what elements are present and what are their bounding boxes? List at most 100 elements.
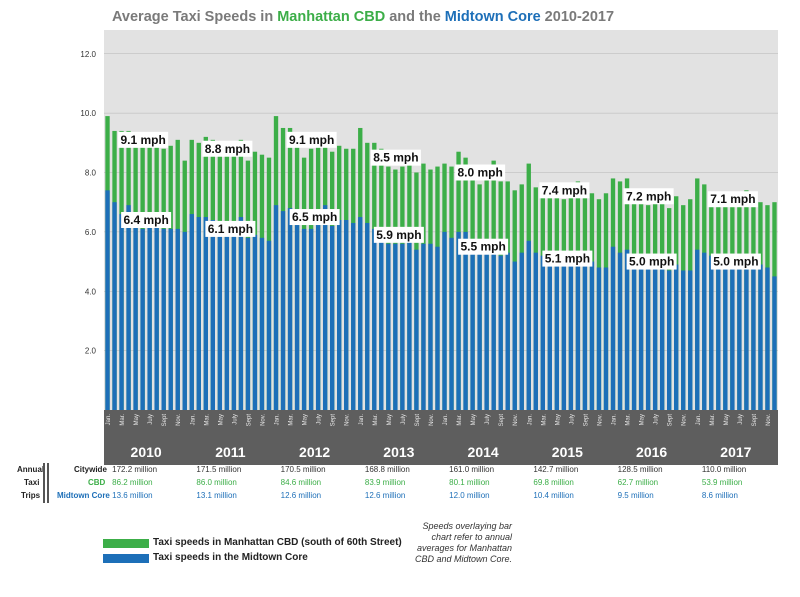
trips-cbd-value: 69.8 million [533,478,574,487]
midtown-core-speed-bar [351,222,356,410]
trips-cbd-value: 86.2 million [112,478,153,487]
annual-average-label: 9.1 mph [289,133,334,147]
midtown-core-speed-bar [238,217,244,410]
midtown-core-speed-bar [674,264,679,410]
midtown-core-speed-bar [744,255,749,410]
annual-average-label: 5.1 mph [545,252,590,266]
row-label-cbd: CBD [88,478,106,487]
midtown-core-speed-bar [561,264,567,410]
month-tick-label: Jan. [190,414,196,426]
year-label: 2012 [299,444,330,460]
trips-citywide-value: 142.7 million [533,465,579,474]
midtown-core-speed-bar [596,267,602,410]
trips-core-value: 9.5 million [617,491,654,500]
trips-core-value: 10.4 million [533,491,574,500]
month-tick-label: Mar. [710,414,716,426]
midtown-core-speed-bar [737,264,742,410]
annual-average-label: 8.0 mph [457,166,502,180]
midtown-core-speed-bar [344,220,349,410]
month-tick-label: Sept [415,414,421,427]
annual-average-box [458,238,509,255]
midtown-core-speed-bar [505,252,510,410]
y-tick-label: 10.0 [80,109,96,118]
year-label: 2010 [131,444,162,460]
midtown-core-speed-bar [435,246,440,410]
legend-label-core: Taxi speeds in the Midtown Core [153,552,308,563]
row-label-citywide: Citywide [74,465,107,474]
midtown-core-speed-bar [512,261,517,410]
annual-average-label: 7.1 mph [710,192,755,206]
midtown-core-speed-bar [568,258,574,410]
annual-average-label: 5.5 mph [460,240,505,254]
trips-citywide-value: 168.8 million [364,465,410,474]
month-tick-label: July [401,414,407,425]
y-tick-label: 12.0 [80,50,96,59]
trips-citywide-value: 110.0 million [701,465,747,474]
month-tick-label: July [317,414,323,425]
month-tick-label: Mar. [120,414,126,426]
annual-average-box [626,253,677,270]
month-tick-label: Sept [668,414,674,427]
midtown-core-speed-bar [273,205,279,410]
month-tick-label: July [738,414,744,425]
midtown-core-speed-bar [428,243,433,410]
midtown-core-speed-bar [765,267,770,410]
month-tick-label: May [471,414,477,425]
plot-background [104,30,778,410]
month-tick-label: July [232,414,238,425]
title-years: 2010-2017 [540,9,615,25]
trips-core-value: 12.6 million [364,491,406,500]
year-label: 2015 [552,444,583,460]
trips-cbd-value: 80.1 million [449,478,490,487]
annual-average-box [289,209,340,226]
y-tick-label: 4.0 [85,287,97,296]
annual-average-label: 9.1 mph [120,133,165,147]
midtown-core-speed-bar [582,261,588,410]
midtown-core-speed-bar [638,264,644,410]
trips-citywide-value: 170.5 million [280,465,326,474]
trips-citywide-value: 128.5 million [617,465,663,474]
trips-core-value: 13.1 million [196,491,237,500]
month-tick-label: Mar. [626,414,632,426]
midtown-core-speed-bar [491,240,496,410]
midtown-core-speed-bar [133,225,138,410]
annual-average-label: 6.1 mph [208,222,253,236]
midtown-core-speed-bar [386,243,391,410]
midtown-core-speed-bar [498,255,503,410]
trips-core-value: 13.6 million [112,491,153,500]
month-tick-label: May [134,414,140,425]
midtown-core-speed-bar [322,205,328,410]
month-tick-label: Sept [499,414,505,427]
annual-average-label: 8.8 mph [205,142,250,156]
midtown-core-speed-bar [688,270,693,410]
month-tick-label: Nov. [176,414,182,426]
year-label: 2014 [468,444,499,460]
midtown-core-speed-bar [470,243,475,410]
midtown-core-speed-bar [337,220,342,410]
midtown-core-speed-bar [126,205,131,410]
month-tick-label: Nov. [597,414,603,426]
annual-average-box [370,149,421,166]
month-tick-label: Mar. [373,414,379,426]
month-tick-label: Jan. [696,414,702,426]
annual-average-label: 5.0 mph [629,255,674,269]
trips-cbd-value: 84.6 million [280,478,322,487]
month-tick-label: Mar. [541,414,547,426]
month-tick-label: Nov. [429,414,435,426]
midtown-core-speed-bar [730,264,735,410]
annual-average-label: 5.0 mph [713,255,758,269]
midtown-core-speed-bar [294,214,300,410]
title-prefix: Average Taxi Speeds in [112,9,278,25]
midtown-core-speed-bar [161,228,166,410]
taxi-speed-chart: 2.0 4.0 6.0 8.0 10.0 12.0 Jan. Mar. May July Sept N… [80,30,778,465]
midtown-core-speed-bar [456,231,461,410]
annual-average-box [205,220,256,237]
midtown-core-speed-bar [519,252,524,410]
year-label: 2017 [720,444,751,460]
midtown-core-speed-bar [112,202,117,410]
month-axis-band [104,410,778,465]
midtown-core-speed-bar [315,220,321,410]
midtown-core-speed-bar [287,208,293,410]
month-tick-label: Jan. [275,414,281,426]
annual-average-box [455,164,506,181]
